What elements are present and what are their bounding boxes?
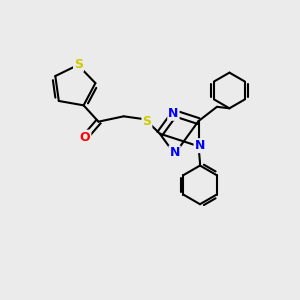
Text: N: N — [168, 107, 178, 120]
Text: N: N — [194, 139, 205, 152]
Text: S: S — [142, 115, 152, 128]
Text: N: N — [169, 146, 180, 159]
Text: O: O — [80, 130, 90, 144]
Text: S: S — [74, 58, 83, 71]
